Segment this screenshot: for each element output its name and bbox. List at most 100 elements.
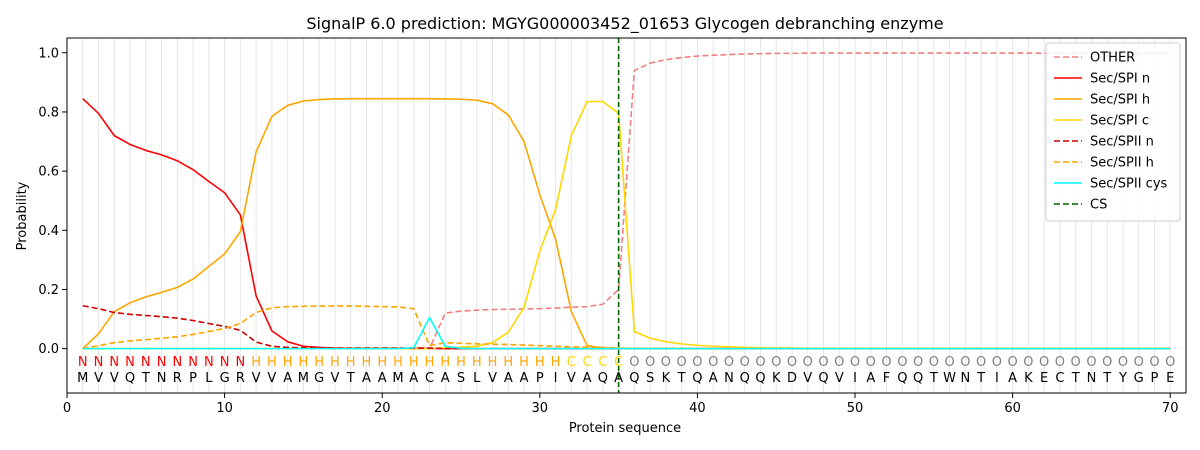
region-label: H (362, 355, 372, 370)
residue-label: T (677, 371, 686, 386)
region-label: H (346, 355, 356, 370)
y-tick-label: 0.0 (38, 342, 59, 357)
legend-label: CS (1090, 198, 1107, 213)
region-label: O (1008, 355, 1018, 370)
residue-label: S (457, 371, 465, 386)
legend-label: Sec/SPII h (1090, 156, 1154, 171)
residue-label: M (77, 371, 88, 386)
residue-label: V (94, 371, 103, 386)
region-label: O (1102, 355, 1112, 370)
y-tick-label: 0.8 (38, 105, 59, 120)
residue-label: T (929, 371, 938, 386)
legend-box (1045, 42, 1181, 222)
region-label: H (330, 355, 340, 370)
region-label: H (425, 355, 435, 370)
x-axis-ticks: 0 10 20 30 40 50 60 70 (63, 393, 1179, 416)
residue-label: E (1040, 371, 1048, 386)
residue-label: A (378, 371, 387, 386)
region-label: O (1165, 355, 1175, 370)
region-label: N (78, 355, 88, 370)
region-label: H (267, 355, 277, 370)
grid-lines (82, 38, 1171, 393)
residue-label: A (583, 371, 592, 386)
residue-label: P (1151, 371, 1159, 386)
residue-label: M (298, 371, 309, 386)
region-label: O (929, 355, 939, 370)
region-label: H (377, 355, 387, 370)
region-label: O (677, 355, 687, 370)
x-tick-label: 0 (63, 401, 71, 416)
region-label: C (614, 355, 623, 370)
x-tick-label: 30 (532, 401, 549, 416)
residue-label: Q (897, 371, 907, 386)
sequence-annotations: NMNVNVNQNTNNNRNPNLNGNRHVHVHAHMHGHVHTHAHA… (77, 355, 1175, 386)
region-label: O (803, 355, 813, 370)
region-label: O (1055, 355, 1065, 370)
region-label: O (850, 355, 860, 370)
region-label: H (409, 355, 419, 370)
region-label: H (393, 355, 403, 370)
residue-label: Q (755, 371, 765, 386)
y-tick-label: 0.2 (38, 283, 59, 298)
region-label: H (299, 355, 309, 370)
residue-label: M (392, 371, 403, 386)
residue-label: A (614, 371, 623, 386)
residue-label: F (883, 371, 890, 386)
residue-label: V (567, 371, 576, 386)
residue-label: A (1008, 371, 1017, 386)
residue-label: Q (125, 371, 135, 386)
residue-label: A (362, 371, 371, 386)
region-label: O (1039, 355, 1049, 370)
region-label: O (787, 355, 797, 370)
residue-label: C (425, 371, 434, 386)
residue-label: A (441, 371, 450, 386)
residue-label: Y (1118, 371, 1127, 386)
residue-label: V (110, 371, 119, 386)
region-label: N (188, 355, 198, 370)
residue-label: G (220, 371, 230, 386)
region-label: N (172, 355, 182, 370)
region-label: N (94, 355, 104, 370)
region-label: O (881, 355, 891, 370)
residue-label: N (157, 371, 167, 386)
residue-label: S (646, 371, 654, 386)
region-label: N (109, 355, 119, 370)
residue-label: L (473, 371, 481, 386)
region-label: H (251, 355, 261, 370)
region-label: N (220, 355, 230, 370)
residue-label: N (724, 371, 734, 386)
residue-label: Q (629, 371, 639, 386)
region-label: O (1134, 355, 1144, 370)
residue-label: A (709, 371, 718, 386)
region-label: O (661, 355, 671, 370)
region-label: O (771, 355, 781, 370)
residue-label: G (1134, 371, 1144, 386)
x-tick-label: 50 (847, 401, 864, 416)
legend-label: Sec/SPI n (1090, 72, 1150, 87)
region-label: O (645, 355, 655, 370)
legend-label: Sec/SPI h (1090, 93, 1150, 108)
residue-label: P (189, 371, 197, 386)
residue-label: A (520, 371, 529, 386)
residue-label: V (488, 371, 497, 386)
residue-label: Q (740, 371, 750, 386)
residue-label: Q (692, 371, 702, 386)
region-label: H (472, 355, 482, 370)
region-label: O (818, 355, 828, 370)
residue-label: Q (913, 371, 923, 386)
region-label: O (1071, 355, 1081, 370)
legend-label: Sec/SPII cys (1090, 177, 1168, 192)
residue-label: K (662, 371, 671, 386)
region-label: O (755, 355, 765, 370)
region-label: O (897, 355, 907, 370)
residue-label: L (205, 371, 213, 386)
residue-label: N (960, 371, 970, 386)
residue-label: C (1055, 371, 1064, 386)
x-tick-label: 40 (689, 401, 706, 416)
region-label: H (519, 355, 529, 370)
region-label: N (141, 355, 151, 370)
region-label: H (283, 355, 293, 370)
residue-label: I (554, 371, 558, 386)
residue-label: A (283, 371, 292, 386)
region-label: O (960, 355, 970, 370)
